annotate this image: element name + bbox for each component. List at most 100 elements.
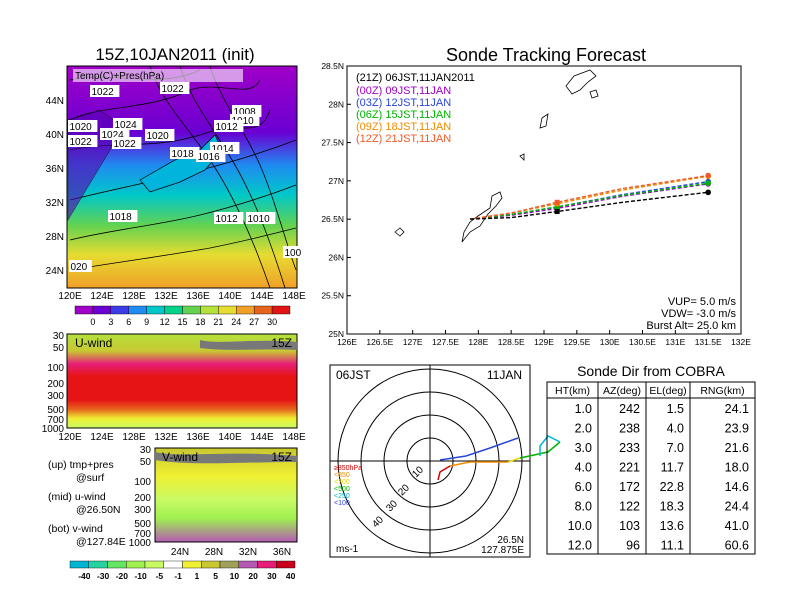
uwind-level-tick: 300 (47, 391, 64, 402)
vwind-lat-tick: 28N (205, 547, 223, 558)
vwind-colorbar-tick: 10 (230, 571, 240, 581)
uwind-lon-tick: 136E (186, 432, 210, 443)
isobar-label: 1008 (234, 107, 257, 118)
legend-entry: (00Z) 09JST,11JAN (356, 85, 451, 97)
uwind-time: 15Z (271, 336, 292, 350)
table-header: AZ(deg) (603, 385, 641, 397)
temp-colorbar-swatch (128, 305, 147, 315)
y-tick-label: 26N (328, 252, 344, 262)
uwind-field (66, 333, 298, 429)
temp-colorbar-swatch (164, 305, 183, 315)
table-cell: 24.4 (725, 500, 749, 514)
uwind-level-tick: 100 (47, 363, 64, 374)
table-cell: 122 (619, 500, 640, 514)
series-end-point (705, 189, 711, 196)
isobar-label-bg (283, 246, 306, 258)
x-tick-label: 130E (600, 337, 620, 347)
vwind-colorbar-swatch (276, 560, 296, 569)
uwind-level-tick: 700 (47, 415, 64, 426)
temp-lat-tick: 24N (46, 266, 64, 277)
vwind-colorbar-tick: 20 (248, 571, 258, 581)
table-cell: 10.0 (568, 519, 592, 533)
table-border (546, 381, 756, 555)
isobar-label-bg (246, 212, 276, 224)
vwind-colorbar-tick: -30 (97, 571, 110, 581)
isobar-label-bg (90, 85, 120, 97)
isobar-label: 1018 (172, 149, 195, 160)
map-label: Temp(C)+Pres(hPa) (75, 71, 164, 82)
vwind-colorbar-tick: -5 (156, 571, 164, 581)
y-tick-label: 28.5N (321, 61, 344, 71)
polar-time-label: 06JST (336, 368, 371, 382)
temp-colorbar-swatch (218, 305, 237, 315)
vwind-colorbar-tick: -40 (78, 571, 91, 581)
note-line: @127.84E (76, 536, 126, 548)
legend-entry: (03Z) 12JST,11JAN (356, 97, 451, 109)
isobar-label: 1022 (92, 87, 115, 98)
vwind-gray-band (155, 452, 297, 464)
tracking-series (469, 172, 711, 220)
vwind-colorbar-swatch (126, 560, 146, 569)
x-tick-label: 126.5E (366, 337, 393, 347)
vwind-colorbar-swatch (219, 560, 239, 569)
uwind-level-tick: 200 (47, 379, 64, 390)
polar-unit: ms-1 (336, 544, 359, 555)
uwind-lon-tick: 120E (58, 432, 82, 443)
vwind-colorbar-tick: 5 (213, 571, 218, 581)
temp-colorbar-tick: 12 (160, 317, 170, 327)
temp-colorbar-tick: 24 (231, 317, 241, 327)
table-header: EL(deg) (649, 385, 686, 397)
surface-temp-map: 1022102210201024102410221022102010081010… (46, 65, 306, 302)
isobar-labels: 1022102210201024102410221022102010081010… (68, 82, 306, 273)
polar-legend-entry: <250 (334, 493, 350, 500)
legend-entry: (09Z) 18JST,11JAN (356, 121, 451, 133)
vwind-level-tick: 1000 (129, 538, 152, 549)
x-tick-label: 131E (665, 337, 685, 347)
table-cell: 11.7 (661, 461, 684, 475)
temp-lon-tick: 144E (250, 291, 274, 302)
temp-lat-tick: 40N (46, 130, 64, 141)
temp-lon-ticks: 120E 124E 128E 132E 136E 140E 144E 148E (58, 291, 306, 302)
polar-level-legend: ≥850hPa<850<700<500<250<100 (334, 465, 362, 507)
temp-colorbar-swatch (200, 305, 219, 315)
uwind-level-tick: 1000 (42, 424, 65, 435)
temp-lat-tick: 32N (46, 198, 64, 209)
table-cell: 3.0 (575, 441, 592, 455)
isobar-label: 1024 (115, 120, 138, 131)
vwind-lat-ticks: 24N 28N 32N 36N (171, 547, 291, 558)
isobar-label-bg (145, 129, 175, 141)
vwind-lat-tick: 24N (171, 547, 189, 558)
isobar-label: 1016 (198, 152, 221, 163)
table-cell: 18.3 (660, 500, 684, 514)
polar-legend-entry: ≥850hPa (334, 465, 362, 472)
x-tick-label: 128.5E (498, 337, 525, 347)
temp-lon-tick: 140E (218, 291, 242, 302)
tracking-axes: 126E 126.5E 127E 127.5E 128E 128.5E 129E 129.5E… (321, 61, 751, 347)
x-tick-label: 128E (468, 337, 488, 347)
vwind-colorbar-swatch (144, 560, 164, 569)
isobar-label: 100 (285, 248, 302, 259)
vwind-colorbar-tick: 1 (195, 571, 200, 581)
uwind-lon-tick: 124E (90, 432, 114, 443)
isobar-label-bg (170, 147, 200, 159)
table-cell: 1.0 (575, 402, 592, 416)
burst-alt-text: Burst Alt= 25.0 km (646, 320, 736, 332)
polar-legend-entry: <700 (334, 479, 350, 486)
table-cell: 103 (619, 519, 640, 533)
y-tick-label: 28N (328, 99, 344, 109)
table-cell: 11.1 (661, 539, 684, 553)
polar-lon: 127.875E (481, 545, 524, 556)
isobar-label-bg (108, 210, 138, 222)
table-cell: 21.6 (725, 441, 749, 455)
vwind-lat-tick: 36N (273, 547, 291, 558)
polar-lat: 26.5N (497, 535, 524, 546)
tracking-frame (346, 65, 742, 335)
series-line (469, 174, 709, 220)
uwind-label: U-wind (75, 336, 112, 350)
polar-legend-entry: <850 (334, 472, 350, 479)
temp-colorbar-swatch (182, 305, 201, 315)
vwind-colorbar-tick: 30 (267, 571, 277, 581)
vwind-label: V-wind (162, 450, 198, 464)
vwind-colorbar-swatch (163, 560, 183, 569)
isobar-label: 1022 (70, 137, 93, 148)
